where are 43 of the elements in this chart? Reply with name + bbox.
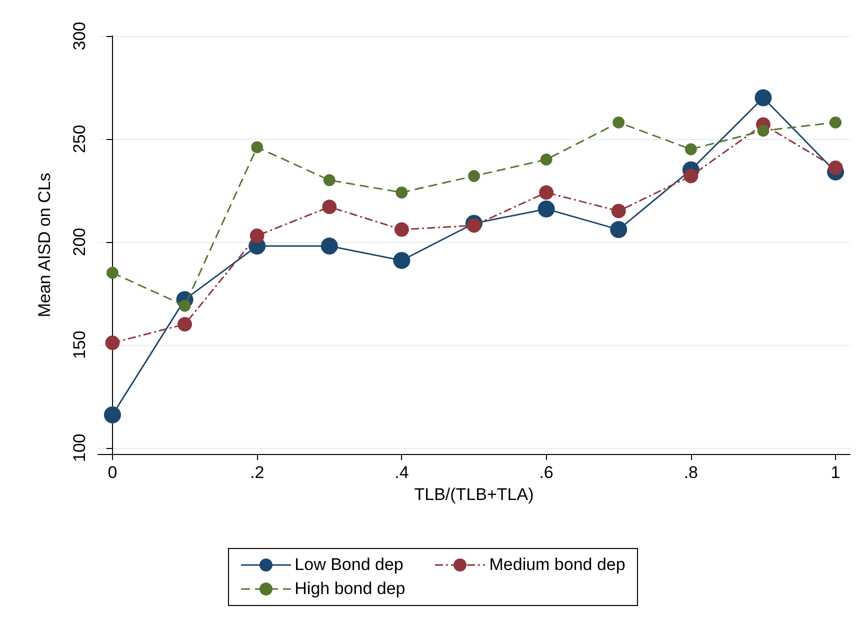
point <box>251 141 264 154</box>
legend-label: High bond dep <box>294 579 406 599</box>
y-tick-label: 300 <box>70 22 89 50</box>
y-axis-title: Mean AISD on CLs <box>35 172 54 318</box>
x-tick-label: 0 <box>108 463 118 482</box>
point <box>393 252 410 269</box>
point <box>611 204 626 218</box>
y-tick-label: 250 <box>70 124 89 154</box>
point <box>320 238 338 255</box>
point <box>610 221 628 238</box>
point <box>540 154 552 166</box>
y-tick-label: 200 <box>70 228 89 256</box>
legend-label: Low Bond dep <box>294 555 404 575</box>
point <box>612 116 625 128</box>
y-tick-label: 100 <box>70 434 89 462</box>
point <box>757 124 770 137</box>
point <box>394 222 409 237</box>
point <box>105 336 120 350</box>
x-axis-title: TLB/(TLB+TLA) <box>414 484 534 504</box>
legend-label: Medium bond dep <box>489 555 626 575</box>
point <box>684 168 698 184</box>
point <box>466 218 482 233</box>
point <box>178 317 192 332</box>
y-tick-label: 150 <box>70 330 89 360</box>
point <box>468 170 480 182</box>
point <box>538 200 555 218</box>
point <box>178 300 191 312</box>
x-tick-label: .4 <box>394 463 409 482</box>
point <box>828 160 843 176</box>
point <box>830 116 842 128</box>
point <box>754 89 772 106</box>
point <box>539 185 554 200</box>
x-tick-label: .2 <box>250 463 264 482</box>
x-tick-label: .6 <box>539 463 554 482</box>
point <box>104 406 121 424</box>
point <box>396 186 408 198</box>
point <box>323 174 336 186</box>
point <box>106 266 118 279</box>
x-tick-label: 1 <box>830 463 840 482</box>
x-tick-label: .8 <box>684 463 698 482</box>
point <box>250 228 264 243</box>
point <box>684 143 697 156</box>
point <box>322 200 337 214</box>
